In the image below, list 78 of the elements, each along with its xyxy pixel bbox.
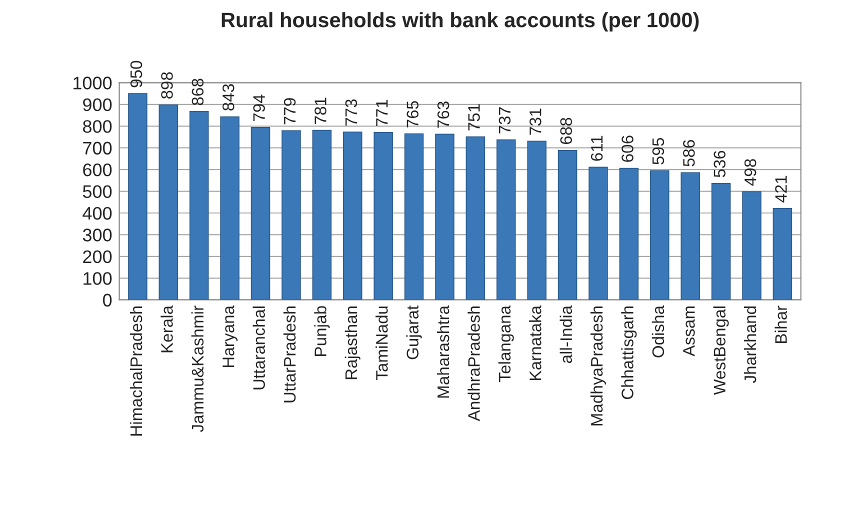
bar (404, 133, 424, 300)
y-tick-label: 100 (84, 272, 112, 285)
x-tick-label: Uttaranchal (252, 306, 265, 390)
x-tick-label: TamiNadu (376, 306, 388, 380)
bar (496, 139, 516, 300)
data-label: 611 (590, 136, 603, 161)
data-label: 773 (345, 99, 358, 126)
data-label: 498 (744, 159, 756, 186)
x-tick-label: MadhyaPradesh (590, 306, 606, 426)
x-tick-label: UttarPradesh (283, 306, 296, 402)
data-label: 843 (222, 84, 234, 111)
bar (374, 132, 393, 300)
y-tick-label: 700 (83, 142, 112, 155)
bar (772, 208, 792, 300)
data-label: 737 (498, 107, 511, 134)
y-tick-label: 500 (82, 185, 112, 198)
bar (680, 172, 700, 300)
bar (282, 130, 301, 300)
data-label: 536 (714, 150, 726, 178)
x-tick-label: Rajasthan (344, 306, 360, 380)
x-tick-label: Gujarat (406, 306, 422, 360)
x-tick-label: Jammu&Kashmir (191, 306, 204, 432)
data-label: 421 (775, 176, 787, 203)
y-tick-label: 300 (82, 228, 112, 242)
data-label: 898 (161, 72, 173, 99)
bar (558, 150, 578, 300)
bar (650, 170, 670, 300)
bar (588, 166, 608, 300)
bar (742, 191, 762, 300)
data-label: 606 (622, 136, 634, 162)
data-label: 868 (192, 78, 204, 106)
x-tick-label: Odisha (652, 305, 664, 358)
x-tick-label: Bihar (774, 306, 787, 343)
bar (619, 168, 639, 300)
data-label: 771 (376, 100, 388, 126)
x-tick-label: Haryana (222, 305, 238, 368)
bar (711, 183, 731, 300)
bar (250, 127, 270, 300)
bar (158, 104, 178, 300)
bar (128, 93, 148, 300)
y-tick-label: 400 (82, 206, 112, 220)
x-tick-label: Kerala (160, 305, 173, 352)
bar (466, 136, 486, 300)
x-tick-label: all-India (560, 305, 572, 364)
data-label: 751 (468, 104, 480, 130)
x-tick-label: Jharkhand (744, 306, 756, 383)
data-label: 763 (437, 102, 450, 128)
x-tick-label: Assam (683, 306, 695, 356)
data-label: 688 (560, 118, 572, 144)
x-tick-label: Chhattisgarh (621, 306, 637, 400)
x-tick-label: Punjab (314, 306, 330, 356)
data-label: 765 (406, 101, 418, 128)
bar (189, 110, 209, 300)
y-tick-label: 0 (103, 294, 112, 307)
data-label: 779 (284, 98, 296, 124)
x-tick-label: Karnataka (529, 305, 542, 380)
data-label: 794 (253, 94, 265, 122)
bar (312, 130, 332, 300)
bar (435, 134, 454, 300)
bar (220, 116, 240, 300)
y-tick-label: 900 (83, 98, 112, 112)
bar (342, 132, 362, 300)
y-tick-label: 1000 (74, 76, 112, 90)
data-label: 595 (652, 138, 664, 164)
chart-title: Rural households with bank accounts (per 1000) (222, 12, 699, 32)
y-tick-label: 200 (83, 250, 112, 264)
data-label: 731 (530, 108, 542, 135)
data-label: 586 (683, 140, 695, 166)
x-tick-label: WestBengal (713, 306, 729, 395)
y-tick-label: 800 (83, 120, 112, 133)
y-tick-label: 600 (83, 164, 112, 176)
x-tick-label: Maharashtra (436, 305, 450, 398)
data-label: 781 (314, 98, 326, 124)
data-label: 950 (130, 60, 142, 88)
x-tick-label: HimachalPradesh (130, 306, 142, 436)
bar (527, 140, 546, 300)
x-tick-label: Telangana (498, 305, 514, 382)
x-tick-label: AndhraPradesh (468, 306, 480, 422)
